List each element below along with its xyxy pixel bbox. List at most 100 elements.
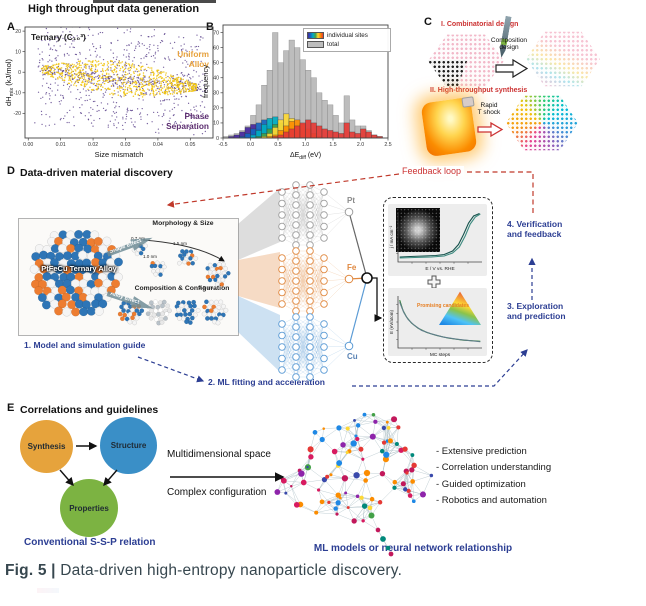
combinatorial-design-title: I. Combinatorial design bbox=[441, 21, 519, 28]
neural-network: Fe bbox=[278, 247, 368, 315]
promising-candidates-label: Promising candidates bbox=[417, 303, 469, 309]
panel-a-label: A bbox=[7, 21, 15, 33]
nn-output-node bbox=[361, 272, 373, 284]
svg-text:10: 10 bbox=[15, 49, 21, 55]
svg-text:2.0: 2.0 bbox=[357, 142, 364, 148]
svg-text:10: 10 bbox=[213, 121, 219, 127]
svg-text:Separation: Separation bbox=[166, 121, 209, 131]
structure-properties-arrow bbox=[103, 469, 118, 487]
svg-text:-10: -10 bbox=[14, 91, 22, 97]
svg-text:20: 20 bbox=[213, 106, 219, 112]
svg-text:70: 70 bbox=[213, 30, 219, 36]
svg-text:20: 20 bbox=[15, 29, 21, 35]
flow-arrow-1-2 bbox=[137, 356, 205, 383]
benefit-bullet-list: - Extensive prediction - Correlation unde… bbox=[436, 444, 551, 509]
nn-fan bbox=[238, 296, 280, 372]
properties-node: Properties bbox=[60, 479, 118, 537]
plus-icon bbox=[427, 275, 441, 289]
bullet-item: - Correlation understanding bbox=[436, 462, 552, 474]
panel-b-label: B bbox=[206, 21, 214, 33]
cropped-element-top bbox=[93, 0, 216, 3]
neural-network: Cu bbox=[278, 277, 368, 381]
wafer-rainbow bbox=[506, 95, 578, 151]
svg-text:40: 40 bbox=[213, 76, 219, 82]
svg-text:Ternary (C₁₀³): Ternary (C₁₀³) bbox=[31, 32, 86, 42]
model-simulation-box bbox=[18, 218, 239, 336]
svg-text:ΔEdiff (eV): ΔEdiff (eV) bbox=[290, 152, 321, 161]
svg-text:30: 30 bbox=[213, 91, 219, 97]
svg-text:60: 60 bbox=[213, 45, 219, 51]
caption-prefix: Fig. 5 | bbox=[5, 562, 56, 579]
panel-d-title: Data-driven material discovery bbox=[20, 167, 173, 179]
svg-text:0.05: 0.05 bbox=[185, 142, 195, 148]
histogram-legend: individual sites total bbox=[303, 28, 391, 52]
svg-text:50: 50 bbox=[213, 60, 219, 66]
composition-title: Composition & Configuration bbox=[134, 285, 230, 292]
svg-text:0.02: 0.02 bbox=[88, 142, 98, 148]
wafer-composition-gradient bbox=[526, 31, 600, 87]
nn-fan bbox=[238, 252, 280, 308]
block-arrow-red-icon bbox=[477, 121, 504, 138]
svg-text:Alloy: Alloy bbox=[189, 59, 210, 69]
rapid-t-shock-label: Rapid T shock bbox=[477, 102, 501, 116]
feedback-arrow-to-model bbox=[166, 173, 400, 208]
section-title-top: High throughput data generation bbox=[28, 3, 200, 15]
svg-text:0.0: 0.0 bbox=[247, 142, 254, 148]
svg-text:0.01: 0.01 bbox=[56, 142, 66, 148]
panel-c-label: C bbox=[424, 16, 432, 28]
caption-text: Data-driven high-entropy nanoparticle di… bbox=[55, 562, 403, 579]
legend-row-individual-sites: individual sites bbox=[307, 31, 387, 40]
nn-output-connector bbox=[372, 277, 383, 322]
step-4-label: 4. Verification and feedback bbox=[507, 219, 563, 239]
step-1-label: 1. Model and simulation guide bbox=[24, 340, 146, 350]
total-swatch bbox=[307, 41, 324, 48]
feedback-loop-label: Feedback loop bbox=[399, 166, 465, 176]
neural-network: Pt bbox=[278, 181, 368, 279]
structure-node: Structure bbox=[100, 417, 157, 474]
panel-d-label: D bbox=[7, 165, 15, 177]
legend-label: total bbox=[327, 41, 339, 48]
high-throughput-synthesis-title: II. High-throughput synthesis bbox=[430, 87, 528, 94]
scatter-plot-a: 0.00 0.01 0.02 0.03 0.04 0.05 20 10 0 -10 -20 Size … bbox=[4, 26, 214, 159]
conventional-ssp-caption: Conventional S-S-P relation bbox=[24, 537, 156, 548]
cropped-element-bottom bbox=[37, 588, 59, 593]
element-label: Pt bbox=[347, 196, 355, 205]
bullet-item: - Robotics and automation bbox=[436, 494, 547, 506]
legend-label: individual sites bbox=[327, 32, 368, 39]
figure-caption: Fig. 5 | Data-driven high-entropy nanopa… bbox=[5, 562, 402, 580]
svg-text:Phase: Phase bbox=[185, 111, 210, 121]
morphology-title: Morphology & Size bbox=[152, 220, 214, 227]
svg-text:-20: -20 bbox=[14, 111, 22, 117]
svg-text:1.5: 1.5 bbox=[329, 142, 336, 148]
step-2-label: 2. ML fitting and acceleration bbox=[208, 377, 325, 387]
brain-network bbox=[274, 412, 434, 557]
block-arrow-right-icon bbox=[495, 58, 529, 79]
svg-text:0.5: 0.5 bbox=[274, 142, 281, 148]
svg-text:dHmix (kJ/mol): dHmix (kJ/mol) bbox=[4, 59, 15, 106]
ml-models-caption: ML models or neural network relationship bbox=[313, 543, 513, 554]
complex-configuration-label: Complex configuration bbox=[167, 487, 267, 498]
svg-text:Uniform: Uniform bbox=[177, 49, 209, 59]
synthesis-properties-arrow bbox=[59, 469, 74, 487]
element-label: Cu bbox=[347, 352, 358, 361]
alloy-label: PtFeCu Ternary Alloy bbox=[41, 264, 117, 273]
bullet-item: - Guided optimization bbox=[436, 478, 526, 490]
legend-row-total: total bbox=[307, 40, 387, 49]
svg-text:0: 0 bbox=[18, 70, 21, 76]
element-label: Fe bbox=[347, 263, 357, 272]
composition-design-label: Composition design bbox=[490, 37, 528, 51]
multidimensional-space-label: Multidimensional space bbox=[167, 449, 271, 460]
svg-text:2.5: 2.5 bbox=[384, 142, 391, 148]
nn-fan bbox=[238, 188, 280, 260]
tem-image bbox=[396, 208, 440, 252]
step-3-label: 3. Exploration and prediction bbox=[507, 301, 566, 321]
svg-text:0.04: 0.04 bbox=[153, 142, 163, 148]
individual-sites-swatch bbox=[307, 32, 324, 39]
svg-text:-0.5: -0.5 bbox=[219, 142, 228, 148]
panel-e-label: E bbox=[7, 402, 15, 414]
svg-text:0: 0 bbox=[216, 136, 219, 142]
svg-text:1.0: 1.0 bbox=[302, 142, 309, 148]
svg-text:Size mismatch: Size mismatch bbox=[95, 150, 144, 159]
synthesis-node: Synthesis bbox=[20, 420, 73, 473]
svg-text:0.00: 0.00 bbox=[23, 142, 33, 148]
